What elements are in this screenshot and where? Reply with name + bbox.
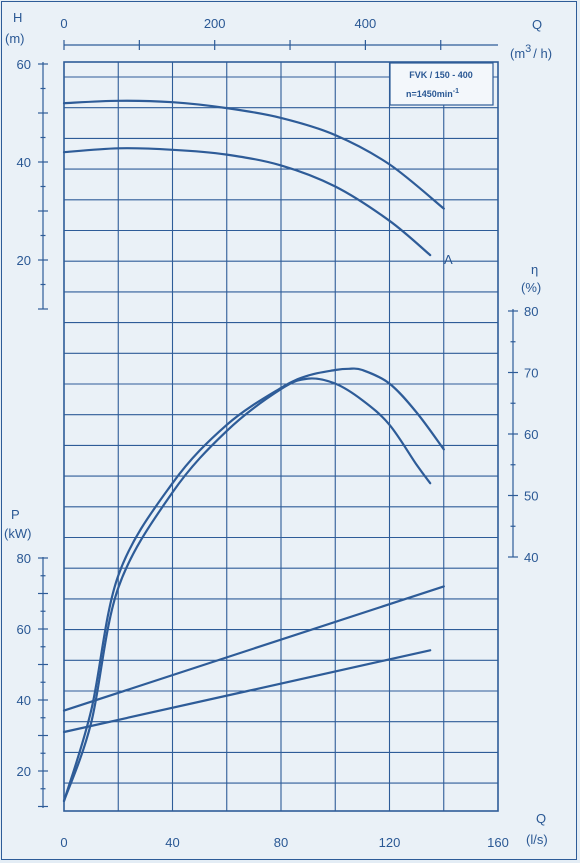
head-curve-1	[62, 99, 445, 210]
power-axis-unit: (kW)	[4, 526, 31, 541]
head-axis-unit: (m)	[5, 31, 25, 46]
efficiency-axis-label: η	[531, 262, 538, 277]
head-tick-label: 20	[17, 253, 31, 268]
info-box-speed-exponent: -1	[453, 88, 459, 95]
power-tick-label: 20	[17, 764, 31, 779]
q-top-axis-label: Q	[532, 17, 542, 32]
power-curve-5	[62, 585, 445, 712]
head-curve-2	[62, 147, 432, 257]
q-bottom-axis-unit: (l/s)	[526, 832, 548, 847]
q-top-unit-pre: (m	[510, 46, 525, 61]
q-bottom-tick-label: 40	[165, 835, 179, 850]
efficiency-tick-label: 80	[524, 304, 538, 319]
efficiency-tick-label: 40	[524, 550, 538, 565]
q-bottom-tick-label: 0	[60, 835, 67, 850]
axes: 0 40 80 120 160 0 200 400 20 40 60 40 50 60 70 80 20 40 60…	[17, 16, 539, 850]
power-tick-label: 40	[17, 693, 31, 708]
head-tick-label: 40	[17, 155, 31, 170]
head-axis-label: H	[13, 10, 22, 25]
info-box-speed-value: n=1450min	[406, 89, 453, 99]
info-box: FVK / 150 - 400 n=1450min-1	[389, 62, 494, 106]
info-box-speed: n=1450min-1	[406, 88, 459, 99]
curves	[62, 99, 445, 803]
q-bottom-tick-label: 120	[379, 835, 401, 850]
efficiency-tick-label: 60	[524, 427, 538, 442]
q-bottom-axis-label: Q	[536, 811, 546, 826]
q-top-tick-label: 0	[60, 16, 67, 31]
info-box-model: FVK / 150 - 400	[409, 70, 473, 80]
power-curve-6	[62, 649, 432, 734]
q-top-unit-post: / h)	[533, 46, 552, 61]
curve-marker-a: A	[444, 252, 453, 267]
power-tick-label: 60	[17, 622, 31, 637]
head-tick-label: 60	[17, 57, 31, 72]
q-top-tick-label: 400	[355, 16, 377, 31]
efficiency-curve-4	[62, 377, 432, 803]
power-tick-label: 80	[17, 551, 31, 566]
power-axis-label: P	[11, 507, 20, 522]
efficiency-curve-3	[62, 367, 445, 803]
q-top-axis-unit: (m3/ h)	[510, 43, 552, 61]
q-bottom-tick-label: 160	[487, 835, 509, 850]
q-top-tick-label: 200	[204, 16, 226, 31]
efficiency-axis-unit: (%)	[521, 280, 541, 295]
q-top-unit-exponent: 3	[525, 43, 531, 55]
efficiency-tick-label: 50	[524, 489, 538, 504]
grid	[63, 61, 499, 812]
q-bottom-tick-label: 80	[274, 835, 288, 850]
efficiency-tick-label: 70	[524, 366, 538, 381]
